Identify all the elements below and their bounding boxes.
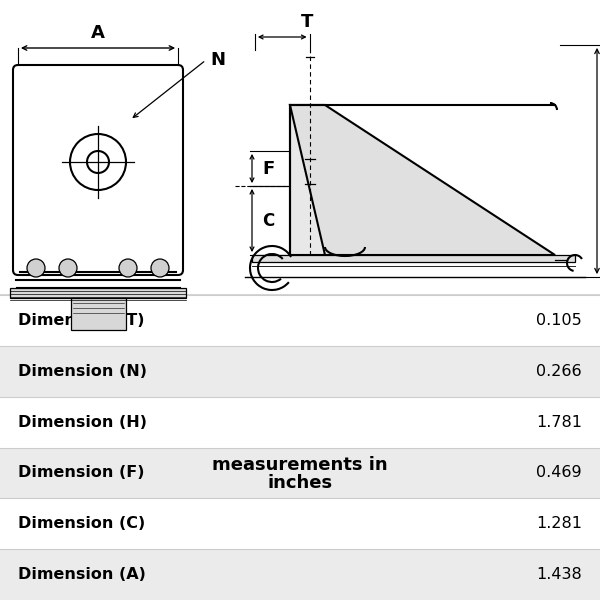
- Circle shape: [119, 259, 137, 277]
- Text: A: A: [91, 24, 105, 42]
- Text: Dimension (N): Dimension (N): [18, 364, 147, 379]
- Polygon shape: [10, 288, 186, 298]
- Bar: [0, 397, 600, 448]
- FancyBboxPatch shape: [13, 65, 183, 275]
- Polygon shape: [290, 105, 555, 255]
- Text: inches: inches: [268, 474, 332, 492]
- Text: 0.105: 0.105: [536, 313, 582, 328]
- Circle shape: [27, 259, 45, 277]
- Text: Dimension (H): Dimension (H): [18, 415, 147, 430]
- Text: 0.469: 0.469: [536, 466, 582, 481]
- Text: 1.781: 1.781: [536, 415, 582, 430]
- Text: F: F: [262, 160, 274, 178]
- Text: Dimension (T): Dimension (T): [18, 313, 145, 328]
- Circle shape: [151, 259, 169, 277]
- Bar: [0, 295, 600, 346]
- Text: Dimension (A): Dimension (A): [18, 567, 146, 582]
- Text: 0.266: 0.266: [536, 364, 582, 379]
- Text: N: N: [210, 51, 225, 69]
- Text: Dimension (C): Dimension (C): [18, 516, 145, 531]
- Bar: [0, 346, 600, 397]
- Text: measurements in: measurements in: [212, 456, 388, 474]
- Bar: [0, 0, 600, 295]
- Circle shape: [59, 259, 77, 277]
- Polygon shape: [290, 105, 325, 255]
- Text: T: T: [301, 13, 313, 31]
- Bar: [0, 499, 600, 549]
- Text: Dimension (F): Dimension (F): [18, 466, 145, 481]
- Bar: [0, 448, 600, 499]
- Text: 1.281: 1.281: [536, 516, 582, 531]
- Text: C: C: [262, 211, 274, 229]
- Polygon shape: [252, 255, 575, 262]
- Text: 1.438: 1.438: [536, 567, 582, 582]
- Bar: [0, 549, 600, 600]
- Polygon shape: [71, 298, 125, 330]
